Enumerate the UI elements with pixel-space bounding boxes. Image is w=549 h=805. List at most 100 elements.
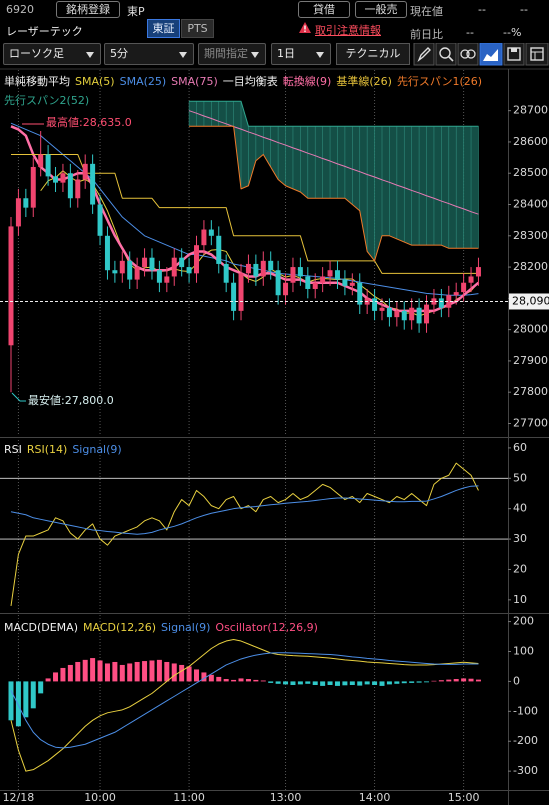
oscillator-bar xyxy=(268,681,274,683)
oscillator-bar xyxy=(424,681,430,683)
oscillator-bar xyxy=(253,679,259,682)
y-tick-label: 28500 xyxy=(513,166,548,179)
oscillator-bar xyxy=(312,681,318,685)
candle-body xyxy=(8,226,14,346)
indicator-line xyxy=(189,100,479,127)
oscillator-bar xyxy=(38,681,44,694)
candle-body xyxy=(431,298,437,305)
oscillator-bar xyxy=(216,676,222,682)
oscillator-bar xyxy=(297,681,303,685)
oscillator-bar xyxy=(97,660,103,682)
chart-type-select[interactable]: ローソク足 xyxy=(3,43,101,65)
oscillator-bar xyxy=(327,681,333,685)
candle-body xyxy=(275,270,281,296)
oscillator-bar xyxy=(104,663,110,682)
candle-body xyxy=(268,260,274,271)
current-label: 現在値 xyxy=(410,5,443,18)
candle-body xyxy=(67,173,73,199)
register-button[interactable]: 銘柄登録 xyxy=(56,1,120,18)
indicator-line xyxy=(10,122,479,296)
y-tick-label: 40 xyxy=(513,502,527,515)
x-tick-label: 11:00 xyxy=(173,791,205,804)
oscillator-bar xyxy=(134,661,140,682)
stock-code: 6920 xyxy=(6,3,34,16)
candle-body xyxy=(283,282,289,296)
oscillator-bar xyxy=(75,661,81,682)
oscillator-bar xyxy=(53,672,59,682)
legend-entry: MACD(DEMA) xyxy=(4,621,78,634)
last-price-box xyxy=(509,293,549,310)
draw-icon[interactable] xyxy=(413,43,435,66)
candle-body xyxy=(23,198,29,208)
indicator-line xyxy=(10,652,479,749)
oscillator-bar xyxy=(179,664,185,682)
indicator-line xyxy=(189,125,479,262)
indicator-line xyxy=(10,485,479,535)
oscillator-bar xyxy=(245,679,251,682)
oscillator-bar xyxy=(461,678,467,682)
candle-body xyxy=(208,229,214,236)
warning-link[interactable]: 取引注意情報 xyxy=(315,24,381,37)
legend-entry: Oscillator(12,26,9) xyxy=(215,621,317,634)
legend-entry: 一目均衡表 xyxy=(223,74,278,88)
legend-entry: 転換線(9) xyxy=(283,75,332,88)
candle-body xyxy=(438,298,444,308)
candle-body xyxy=(112,270,118,274)
oscillator-bar xyxy=(290,681,296,685)
oscillator-bar xyxy=(364,681,370,685)
market-tab[interactable]: 東証 xyxy=(147,19,180,38)
toolbar-icons xyxy=(413,43,549,66)
candle-body xyxy=(446,295,452,308)
oscillator-bar xyxy=(119,664,125,682)
candle-body xyxy=(223,263,229,283)
candle-body xyxy=(334,270,340,280)
candle-body xyxy=(60,173,66,183)
technical-button[interactable]: テクニカル xyxy=(336,43,410,65)
area-chart-icon[interactable] xyxy=(479,43,503,66)
warning-icon xyxy=(299,22,311,33)
oscillator-bar xyxy=(446,679,452,682)
change-percent: --% xyxy=(503,26,522,39)
candle-body xyxy=(104,235,110,271)
y-tick-label: 50 xyxy=(513,471,527,484)
candle-body xyxy=(320,276,326,283)
oscillator-bar xyxy=(208,674,214,682)
save-icon[interactable] xyxy=(503,43,525,66)
candle-body xyxy=(260,260,266,277)
oscillator-bar xyxy=(349,681,355,685)
candle-body xyxy=(30,166,36,208)
last-price-label: 28,090 xyxy=(512,294,549,307)
candle-body xyxy=(245,263,251,274)
candle-body xyxy=(409,307,415,321)
oscillator-bar xyxy=(386,681,392,685)
indicator-line xyxy=(10,462,479,606)
oscillator-bar xyxy=(156,659,162,682)
legend-entry: 単純移動平均 xyxy=(4,74,70,88)
zoom-icon[interactable] xyxy=(435,43,457,66)
candle-body xyxy=(156,270,162,283)
plot xyxy=(8,70,481,436)
candle-body xyxy=(401,310,407,321)
change-value: -- xyxy=(466,26,474,39)
compare-icon[interactable] xyxy=(457,43,479,66)
oscillator-bar xyxy=(409,681,415,683)
y-tick-label: -200 xyxy=(513,734,538,747)
candle-body xyxy=(305,276,311,289)
y-tick-label: 28200 xyxy=(513,260,548,273)
oscillator-bar xyxy=(438,680,444,682)
range-select[interactable]: 1日 xyxy=(271,43,331,65)
legend-entry: Signal(9) xyxy=(72,443,121,456)
legend-entry: SMA(5) xyxy=(75,75,115,88)
period-select[interactable]: 期間指定 xyxy=(198,43,266,65)
candle-body xyxy=(342,279,348,286)
candle-body xyxy=(475,267,481,277)
interval-select[interactable]: 5分 xyxy=(104,43,194,65)
candle-body xyxy=(194,245,199,274)
candle-body xyxy=(216,235,222,264)
candle-body xyxy=(312,282,318,289)
list-icon[interactable] xyxy=(525,43,549,66)
market-tab[interactable]: PTS xyxy=(181,19,214,38)
oscillator-bar xyxy=(15,681,21,727)
candle-body xyxy=(134,267,140,280)
